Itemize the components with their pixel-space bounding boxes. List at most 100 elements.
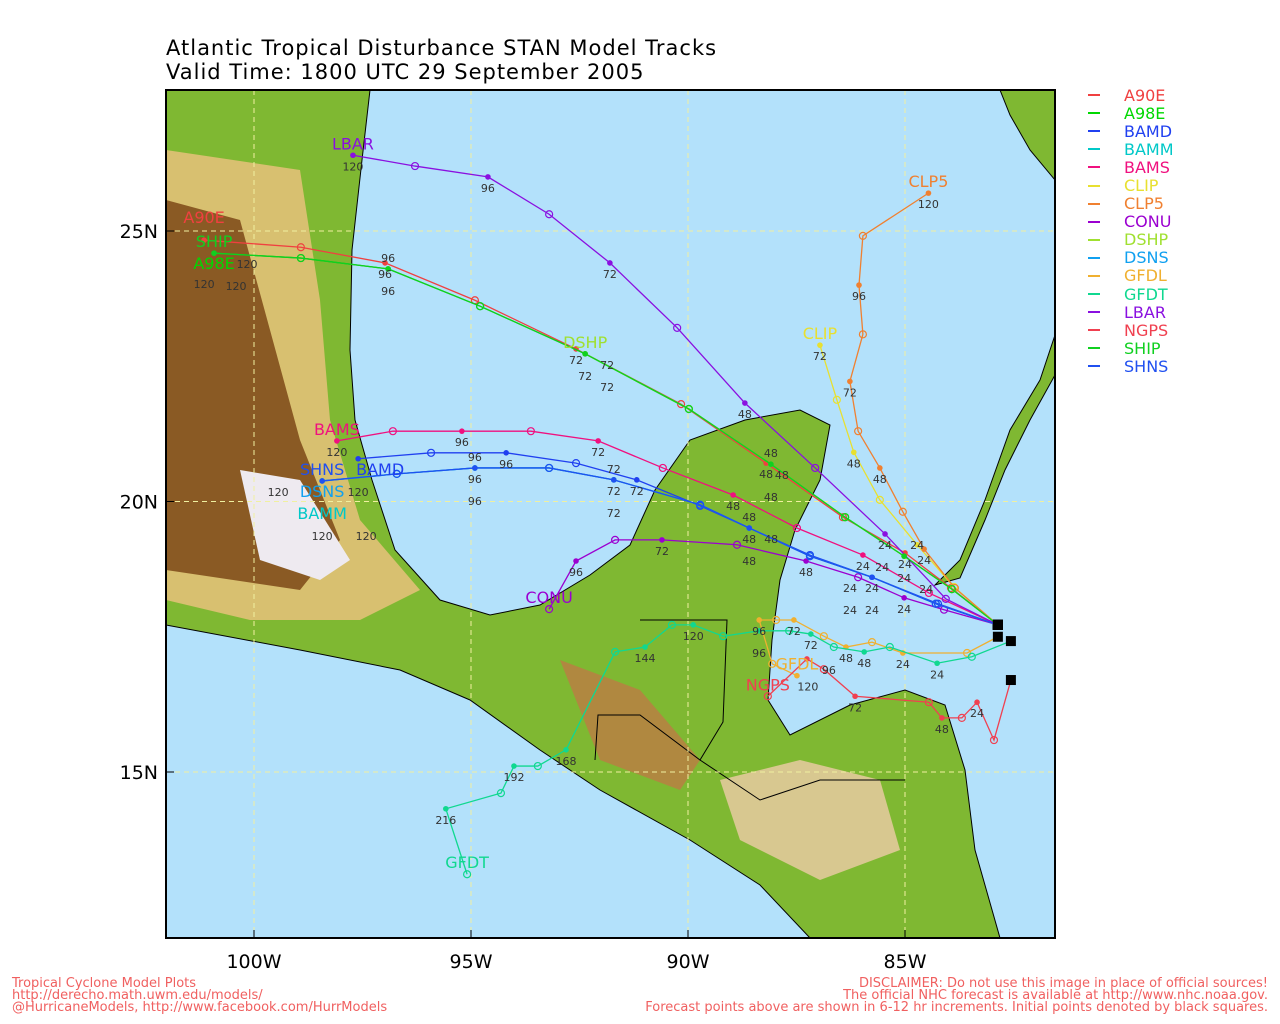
forecast-point <box>742 400 748 406</box>
forecast-point <box>804 656 810 662</box>
track-end-label: CONU <box>525 588 572 607</box>
forecast-point-open <box>684 404 693 414</box>
forecast-point-open <box>924 588 933 598</box>
legend-item: NGPS <box>1088 321 1174 340</box>
lat-tick-label: 20N <box>120 492 158 514</box>
forecast-point-open <box>658 463 667 473</box>
forecast-hour-label: 144 <box>635 652 656 665</box>
legend-item: BAMD <box>1088 122 1174 141</box>
map-frame <box>165 89 1056 939</box>
forecast-hour-label: 96 <box>381 252 395 265</box>
forecast-point-open <box>772 615 781 625</box>
forecast-point <box>511 763 517 769</box>
forecast-hour-label: 48 <box>742 511 756 524</box>
forecast-point-open <box>673 323 682 332</box>
forecast-hour-label: 96 <box>455 436 469 449</box>
legend-label: A98E <box>1124 103 1166 123</box>
legend-swatch <box>1088 166 1100 169</box>
lat-tick-label: 25N <box>120 221 158 243</box>
legend-swatch <box>1088 184 1100 187</box>
legend-label: CLP5 <box>1124 194 1164 214</box>
forecast-hour-label: 48 <box>738 408 752 421</box>
legend-label: LBAR <box>1124 302 1166 322</box>
forecast-point <box>901 553 907 559</box>
land-florida <box>999 90 1055 181</box>
forecast-point-open <box>296 243 305 252</box>
footer-right: DISCLAIMER: Do not use this image in pla… <box>843 976 1268 1002</box>
track-labels: SHNS SHIP NGPS LBAR GFDT GFDL DSNS DSHP CONU CLP5… <box>183 134 984 872</box>
forecast-point <box>934 660 940 667</box>
legend: A90E A98E BAMD BAMM BAMS CLIP CLP5 CONU DSHP DSNS… <box>1088 86 1174 376</box>
legend-item: A90E <box>1088 86 1174 105</box>
initial-point-square <box>1005 675 1016 686</box>
forecast-point-open <box>545 605 554 614</box>
lon-tick-label: 90W <box>667 951 710 973</box>
legend-label: BAMS <box>1124 157 1170 177</box>
forecast-hour-label: 120 <box>268 486 289 499</box>
forecast-point-open <box>924 698 933 707</box>
legend-label: DSHP <box>1124 230 1169 250</box>
footer-social[interactable]: @HurricaneModels, http://www.facebook.co… <box>12 1000 388 1015</box>
forecast-point-open <box>858 330 868 339</box>
track-end-label: CLIP <box>803 324 838 343</box>
axis-ticks: 100W 95W 90W 85W 25N 20N 15N <box>120 221 927 973</box>
legend-swatch <box>1088 293 1100 296</box>
legend-item: BAMS <box>1088 157 1174 177</box>
forecast-point <box>607 260 613 266</box>
legend-item: GFDT <box>1088 284 1174 304</box>
forecast-hour-label: 24 <box>843 582 857 595</box>
forecast-point <box>939 715 945 721</box>
forecast-point-open <box>533 761 542 771</box>
track-end-label: DSNS <box>300 482 345 501</box>
legend-item: BAMM <box>1088 140 1174 159</box>
forecast-point-open <box>785 626 794 635</box>
forecast-hour-label: 96 <box>468 473 482 486</box>
legend-swatch <box>1088 274 1100 277</box>
legend-label: GFDT <box>1124 284 1168 304</box>
footer-left: Tropical Cyclone Model Plots http://dere… <box>12 977 388 1015</box>
track-end-label: NGPS <box>746 675 790 694</box>
country-border <box>699 759 905 801</box>
forecast-point <box>610 477 617 483</box>
forecast-point <box>852 693 858 700</box>
forecast-hour-label: 72 <box>655 545 669 558</box>
legend-swatch <box>1088 329 1100 332</box>
legend-label: DSNS <box>1124 248 1169 268</box>
legend-swatch <box>1088 94 1100 97</box>
forecast-hour-label: 24 <box>970 707 984 720</box>
forecast-hour-label: 120 <box>312 530 333 543</box>
forecast-hour-label: 96 <box>381 285 395 298</box>
forecast-point <box>563 747 569 753</box>
legend-swatch <box>1088 220 1100 223</box>
forecast-hour-label: 72 <box>578 370 592 383</box>
forecast-point-open <box>719 632 728 641</box>
forecast-hour-label: 72 <box>843 386 857 399</box>
footer-disclaimer: DISCLAIMER: Do not use this image in pla… <box>858 976 1268 991</box>
forecast-hour-label: 120 <box>348 486 369 499</box>
valid-time: Valid Time: 1800 UTC 29 September 2005 <box>166 60 645 84</box>
forecast-hour-label: 24 <box>896 658 910 671</box>
forecast-point <box>642 644 648 650</box>
footer-url[interactable]: http://derecho.math.uwm.edu/models/ <box>12 988 263 1003</box>
legend-item: SHIP <box>1088 339 1174 358</box>
forecast-point-open <box>388 427 397 436</box>
forecast-point-open <box>941 594 950 603</box>
forecast-point-open <box>967 652 976 661</box>
forecast-hour-label: 120 <box>237 258 258 271</box>
forecast-point-open <box>410 161 420 171</box>
forecast-hour-label: 48 <box>799 566 813 579</box>
forecast-point-open <box>545 210 554 219</box>
land-cuba <box>933 334 1055 586</box>
lat-tick-label: 15N <box>120 762 158 784</box>
forecast-hour-label: 72 <box>804 639 818 652</box>
forecast-point <box>869 574 875 581</box>
forecast-hour-label: 120 <box>226 280 247 293</box>
forecast-hour-label: 120 <box>342 160 363 173</box>
forecast-point-open <box>811 463 820 473</box>
forecast-point <box>690 622 697 628</box>
forecast-point <box>472 465 478 471</box>
legend-label: SHNS <box>1124 356 1169 376</box>
forecast-point-open <box>858 231 868 240</box>
forecast-point-open <box>898 507 907 516</box>
forecast-hour-label: 96 <box>499 458 513 471</box>
